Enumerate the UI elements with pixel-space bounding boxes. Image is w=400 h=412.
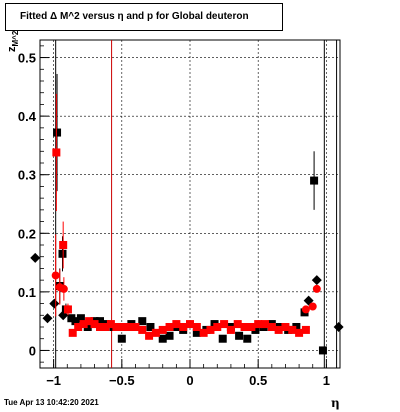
data-point-square — [301, 325, 310, 334]
data-point-diamond — [333, 322, 344, 332]
data-point-square — [172, 320, 181, 329]
data-point-square — [233, 320, 242, 329]
y-tick-label: 0.2 — [18, 226, 36, 241]
data-point-square — [138, 317, 147, 326]
y-tick-label: 0.1 — [18, 285, 36, 300]
data-point-square — [192, 328, 201, 337]
data-point-square — [145, 331, 154, 340]
data-point-circle — [301, 305, 310, 314]
data-point-square — [206, 325, 215, 334]
data-point-square — [235, 331, 244, 340]
data-point-square — [138, 325, 147, 334]
data-point-square — [71, 317, 80, 326]
data-point-square — [158, 334, 167, 343]
data-point-diamond — [311, 275, 322, 286]
data-point-square — [76, 314, 85, 323]
y-tick-label: 0.3 — [18, 168, 36, 183]
data-point-square — [274, 325, 283, 334]
x-tick-label: −1 — [46, 373, 61, 388]
data-point-square — [96, 317, 104, 326]
data-point-square — [213, 323, 222, 331]
x-tick-label: 0.5 — [249, 373, 267, 388]
data-point-square — [146, 323, 155, 331]
data-point-square — [165, 331, 174, 340]
data-point-circle — [312, 284, 321, 293]
data-point-square — [124, 323, 133, 331]
axes: −1 −0.5 0 0.5 1 0 0.1 0.2 0.3 0.4 0.5 — [18, 45, 341, 388]
data-point-square — [151, 328, 160, 337]
data-marks — [30, 73, 344, 355]
data-point-square — [288, 325, 297, 334]
data-point-square — [79, 320, 88, 329]
data-point-square — [68, 328, 77, 337]
data-point-square — [96, 323, 104, 331]
data-point-square — [251, 325, 260, 334]
data-point-square — [179, 323, 188, 331]
data-point-square — [101, 323, 110, 331]
data-point-square — [218, 334, 227, 343]
data-point-square — [247, 323, 256, 331]
data-point-square — [240, 323, 249, 331]
data-point-square — [310, 176, 319, 185]
data-point-square — [85, 317, 94, 326]
data-point-diamond — [49, 298, 60, 309]
data-point-square — [117, 334, 126, 343]
data-point-square — [158, 325, 167, 334]
data-point-square — [220, 320, 229, 329]
y-axis-label: zM^2 — [6, 30, 21, 52]
x-tick-label: 1 — [323, 373, 330, 388]
data-point-square — [192, 323, 201, 331]
x-tick-label: 0 — [186, 373, 193, 388]
data-point-square — [292, 323, 301, 331]
data-point-square — [199, 328, 208, 337]
data-point-square — [281, 323, 290, 331]
data-point-square — [261, 320, 269, 329]
data-point-diamond — [42, 313, 53, 324]
data-point-square — [83, 323, 92, 331]
data-point-square — [67, 314, 76, 323]
grid-lines — [40, 40, 340, 368]
data-point-square — [112, 323, 121, 331]
y-tick-label: 0.5 — [18, 51, 36, 66]
data-point-square — [53, 128, 62, 137]
data-point-square — [106, 320, 115, 329]
data-point-diamond — [30, 252, 41, 263]
data-point-square — [131, 323, 140, 331]
data-point-square — [295, 328, 304, 337]
data-point-square — [90, 320, 99, 329]
x-axis-label: η — [331, 396, 340, 410]
data-point-square — [58, 249, 67, 258]
data-point-circle — [59, 284, 68, 293]
data-point-square — [165, 323, 174, 331]
data-point-circle — [308, 302, 317, 311]
data-point-square — [63, 305, 72, 314]
data-point-square — [186, 320, 194, 329]
data-point-square — [74, 323, 83, 331]
data-point-square — [52, 148, 61, 157]
data-point-square — [117, 323, 126, 331]
data-point-square — [243, 334, 252, 343]
x-tick-label: −0.5 — [109, 373, 135, 388]
chart-title: Fitted Δ M^2 versus η and p for Global d… — [5, 3, 283, 31]
y-tick-label: 0 — [29, 343, 36, 358]
data-point-circle — [51, 271, 60, 280]
y-tick-label: 0.4 — [18, 109, 37, 124]
data-point-square — [59, 241, 68, 249]
timestamp: Tue Apr 13 10:42:20 2021 — [4, 398, 99, 407]
data-point-square — [254, 320, 263, 329]
data-point-square — [226, 325, 235, 334]
data-point-square — [318, 346, 327, 355]
data-point-square — [267, 323, 276, 331]
